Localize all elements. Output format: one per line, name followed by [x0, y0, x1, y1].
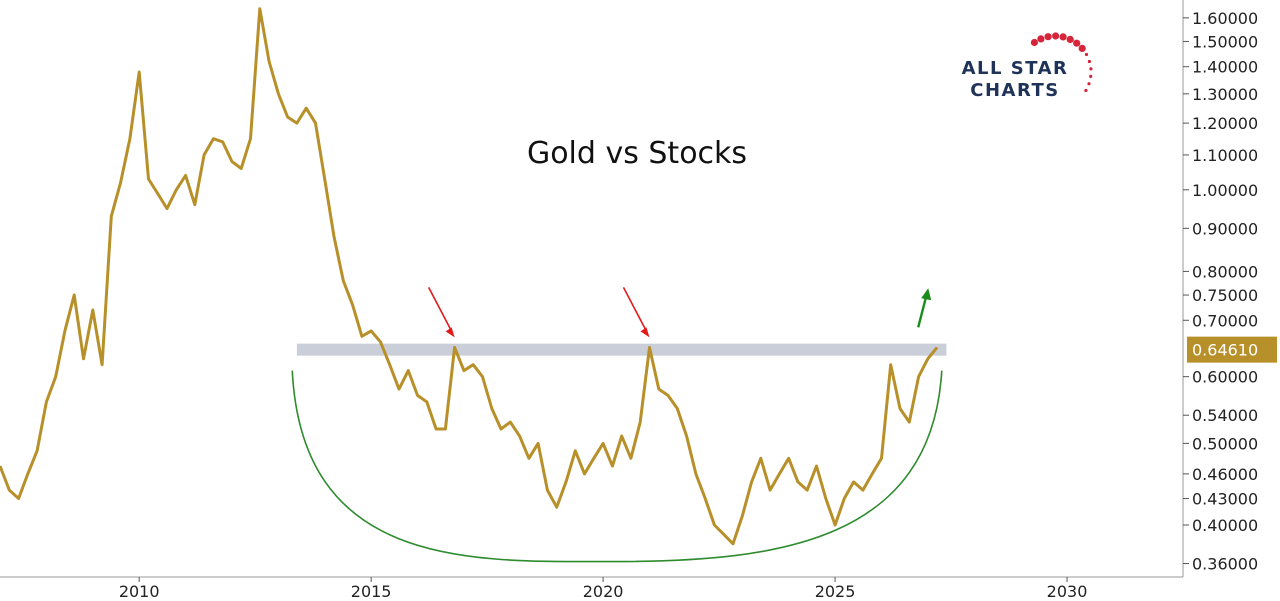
chart-title: Gold vs Stocks [527, 136, 747, 171]
green-arrow-head [921, 288, 932, 301]
last-value-marker: 0.64610 [1187, 336, 1277, 363]
base-arc [291, 370, 943, 563]
logo-star [1044, 33, 1052, 41]
last-value-label: 0.64610 [1192, 341, 1258, 360]
last-value-badge [1187, 336, 1277, 363]
y-tick-label: 0.90000 [1192, 219, 1258, 238]
y-tick-label: 1.10000 [1192, 146, 1258, 165]
logo-star [1030, 38, 1038, 47]
y-tick-label: 0.40000 [1192, 516, 1258, 535]
logo-star [1066, 35, 1074, 44]
y-tick-label: 1.60000 [1192, 9, 1258, 28]
logo-star [1037, 35, 1045, 43]
logo-line2: CHARTS [970, 80, 1060, 101]
y-tick-label: 0.75000 [1192, 286, 1258, 305]
y-tick-label: 1.00000 [1192, 181, 1258, 200]
resistance-band-rect [296, 343, 947, 356]
y-tick-label: 1.40000 [1192, 58, 1258, 77]
y-tick-label: 0.43000 [1192, 490, 1258, 509]
y-tick-label: 0.60000 [1192, 368, 1258, 387]
y-tick-label: 0.36000 [1192, 555, 1258, 574]
red-arrow-1 [622, 287, 648, 332]
green-arrow [917, 295, 928, 328]
series-line-0 [0, 7, 939, 546]
y-tick-label: 0.50000 [1192, 434, 1258, 453]
all-star-charts-logo: ALL STAR CHARTS [962, 32, 1093, 101]
y-tick-label: 0.70000 [1192, 311, 1258, 330]
y-axis: 0.36000 0.40000 0.43000 0.46000 0.50000 0.540… [1182, 0, 1258, 577]
x-tick-label: 2025 [815, 582, 856, 601]
y-tick-label: 1.50000 [1192, 32, 1258, 51]
logo-star [1059, 33, 1067, 41]
red-arrow-0 [427, 287, 453, 332]
red-arrow-head-0 [445, 327, 455, 338]
x-tick-label: 2020 [583, 582, 624, 601]
y-tick-label: 1.20000 [1192, 114, 1258, 133]
x-tick-label: 2010 [119, 582, 160, 601]
arrow-annotations [427, 287, 932, 338]
logo-star [1084, 88, 1088, 93]
y-tick-label: 1.30000 [1192, 85, 1258, 104]
y-tick-label: 0.80000 [1192, 262, 1258, 281]
x-tick-label: 2015 [351, 582, 392, 601]
base-arc-path [291, 370, 943, 563]
logo-star [1087, 82, 1091, 86]
y-tick-label: 0.54000 [1192, 406, 1258, 425]
x-axis: 2010 2015 2020 2025 2030 [0, 576, 1183, 601]
price-series [0, 7, 939, 546]
red-arrow-head-1 [640, 327, 650, 338]
logo-star [1089, 67, 1093, 71]
logo-star [1073, 39, 1081, 47]
logo-star [1078, 44, 1086, 53]
logo-star [1089, 74, 1093, 78]
logo-star [1084, 52, 1089, 57]
logo-star [1087, 59, 1091, 64]
logo-line1: ALL STAR [962, 58, 1069, 79]
y-tick-label: 0.46000 [1192, 465, 1258, 484]
x-tick-label: 2030 [1047, 582, 1088, 601]
resistance-band [296, 343, 947, 356]
logo-star [1052, 32, 1060, 40]
